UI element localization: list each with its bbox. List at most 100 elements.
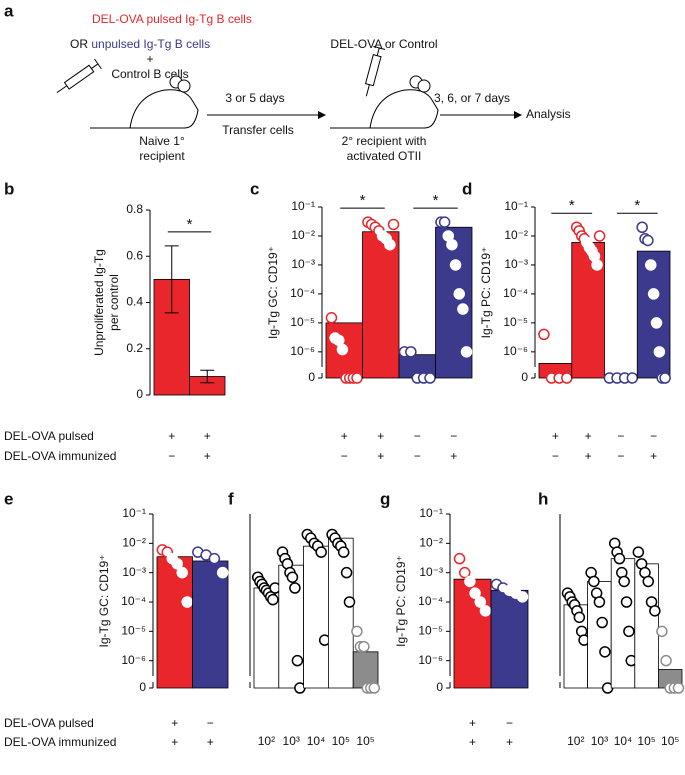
y-tick-label: 0.6 <box>126 248 143 262</box>
y-axis-label: Unproliferated Ig-Tg <box>92 249 106 356</box>
syringe <box>56 58 102 94</box>
y-tick-label: 10⁻¹ <box>504 199 528 213</box>
row-label: − <box>414 429 421 443</box>
x-tick-label: 10⁵ <box>332 734 350 748</box>
data-point <box>653 346 666 358</box>
y-tick-label: 0.8 <box>126 202 143 216</box>
or-text: OR <box>70 37 88 51</box>
data-point <box>384 238 396 251</box>
y-tick-label: 0 <box>436 680 443 694</box>
data-point <box>573 611 586 624</box>
arrowhead <box>514 111 522 119</box>
data-point <box>588 575 600 588</box>
readout-text: Analysis <box>526 107 571 121</box>
y-tick-label: 10⁻¹ <box>122 506 146 520</box>
data-point <box>340 566 353 579</box>
y-tick-label: 10⁻² <box>504 228 528 242</box>
data-point <box>642 234 654 247</box>
data-point <box>647 288 660 300</box>
y-axis-label: per control <box>107 274 121 331</box>
data-point <box>474 596 487 608</box>
y-tick-label: 10⁻⁵ <box>503 315 528 329</box>
x-tick-label: 10⁵ <box>661 734 679 748</box>
row-name: DEL-OVA pulsed <box>4 716 94 730</box>
data-point <box>650 317 663 329</box>
bar <box>278 564 304 689</box>
primary-text: recipient <box>139 149 185 163</box>
y-tick-label: 0.2 <box>126 341 143 355</box>
data-point <box>538 328 550 341</box>
data-point <box>469 587 481 599</box>
mouse <box>90 89 199 129</box>
y-tick-label: 10⁻¹ <box>419 506 443 520</box>
y-tick-label: 10⁻² <box>419 536 443 550</box>
y-axis-label: Ig-Tg PC: CD19⁺ <box>479 247 493 339</box>
data-point <box>599 646 611 658</box>
row-label: + <box>171 735 178 749</box>
significance-label: * <box>569 197 575 214</box>
row-label: − <box>168 449 175 463</box>
mouse-ear <box>417 79 431 93</box>
y-tick-label: 10⁻⁵ <box>418 624 443 638</box>
data-point <box>358 640 370 653</box>
y-tick-label: 10⁻⁴ <box>290 286 315 300</box>
x-tick-label: 10² <box>567 734 584 748</box>
bar <box>362 231 400 379</box>
interval-text: 3 or 5 days <box>225 91 284 105</box>
data-point <box>623 625 635 638</box>
data-point <box>596 616 608 629</box>
y-tick-label: 10⁻⁵ <box>290 315 315 329</box>
data-point <box>645 259 657 271</box>
arrowhead <box>318 111 326 119</box>
x-tick-label: 10² <box>258 734 275 748</box>
data-point <box>438 216 451 228</box>
data-point <box>591 259 603 271</box>
data-point <box>343 596 356 608</box>
row-label: − <box>450 429 457 443</box>
y-tick-label: 0 <box>139 680 146 694</box>
row-name: DEL-OVA immunized <box>4 449 116 463</box>
row-label: − <box>650 429 657 443</box>
data-point <box>171 558 183 570</box>
row-label: + <box>469 716 476 730</box>
mouse-ear <box>177 79 191 93</box>
data-point <box>479 605 492 617</box>
y-axis-label: Ig-Tg GC: CD19⁺ <box>266 246 280 339</box>
data-point <box>660 654 672 667</box>
x-tick-label: 10⁵ <box>637 734 655 748</box>
row-label: + <box>585 429 592 443</box>
data-point <box>216 566 229 579</box>
bar <box>303 545 329 689</box>
data-point <box>325 312 338 324</box>
data-point <box>453 288 465 300</box>
row-label: + <box>168 429 175 443</box>
data-point <box>649 605 661 617</box>
y-tick-label: 10⁻⁴ <box>503 286 528 300</box>
mouse <box>330 89 439 129</box>
data-point <box>351 625 363 638</box>
row-label: + <box>450 449 457 463</box>
y-tick-label: 10⁻⁶ <box>503 344 528 358</box>
row-label: − <box>341 449 348 463</box>
row-label: + <box>506 735 513 749</box>
significance-label: * <box>187 216 193 233</box>
bar <box>156 556 193 689</box>
bar <box>192 560 229 689</box>
panel-label: b <box>4 179 14 198</box>
data-point <box>457 303 469 315</box>
row-label: + <box>204 449 211 463</box>
panel-label: f <box>228 489 234 508</box>
data-point <box>208 552 221 565</box>
y-tick-label: 10⁻⁶ <box>290 344 315 358</box>
data-point <box>337 546 350 558</box>
row-label: + <box>377 429 384 443</box>
interval-text: 3, 6, or 7 days <box>434 91 510 105</box>
row-label: + <box>552 429 559 443</box>
y-tick-label: 0 <box>308 370 315 384</box>
y-tick-label: 0 <box>136 387 143 401</box>
data-point <box>351 372 363 384</box>
error-bar <box>164 245 179 314</box>
data-point <box>561 372 573 384</box>
y-tick-label: 10⁻⁶ <box>418 653 443 667</box>
